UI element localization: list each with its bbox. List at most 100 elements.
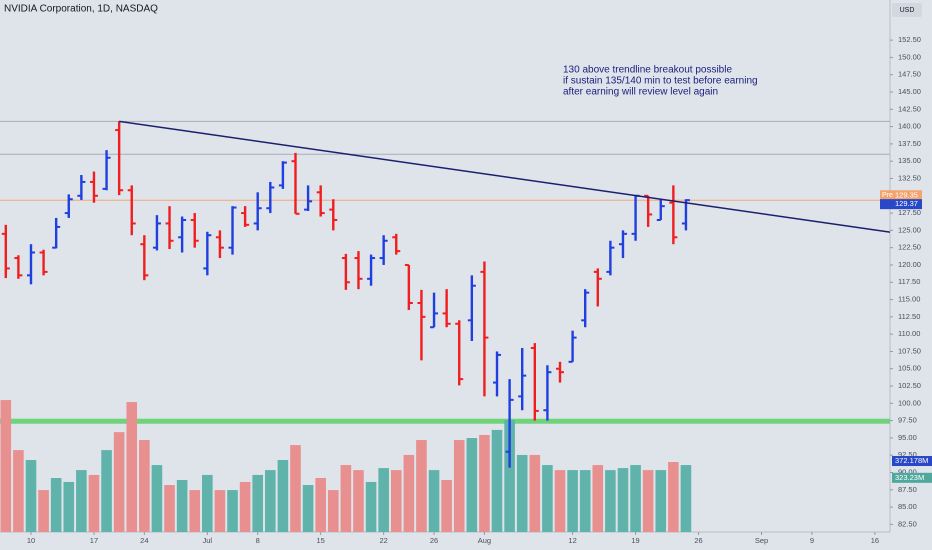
volume-bar — [327, 490, 339, 532]
volume-bar — [567, 470, 578, 532]
y-tick-label: 92.50 — [898, 450, 917, 459]
y-tick-label: 117.50 — [898, 277, 920, 286]
price-tag-box — [880, 190, 922, 201]
y-tick-label: 115.00 — [898, 295, 920, 304]
currency-box[interactable] — [892, 3, 922, 17]
volume-bar — [605, 470, 616, 532]
axes: 82.50 85.00 87.50 90.00 92.50 95.00 97.50 100.0… — [27, 35, 932, 545]
y-tick-label: 150.00 — [898, 52, 921, 61]
volume-bar — [38, 490, 49, 532]
y-tick-label: 135.00 — [898, 156, 921, 165]
y-tick-label: 85.00 — [898, 502, 917, 511]
x-tick-label: 10 — [27, 536, 35, 545]
y-tick-label: 142.50 — [898, 104, 921, 113]
y-tick-label: 100.00 — [898, 398, 921, 407]
y-tick-label: 82.50 — [898, 519, 917, 528]
y-tick-label: 112.50 — [898, 312, 920, 321]
volume-bar — [227, 490, 238, 532]
price-bars — [1, 120, 891, 468]
volume-bar — [542, 465, 553, 532]
x-tick-label: 9 — [810, 536, 814, 545]
volume-bar — [202, 474, 213, 532]
volume-bar — [139, 440, 150, 532]
annotation-line: if sustain 135/140 min to test before ea… — [563, 76, 758, 87]
volume-bar — [126, 402, 138, 532]
volume-bar — [453, 440, 465, 532]
volume-bar — [441, 479, 452, 532]
x-tick-label: Jul — [203, 536, 213, 545]
volume-bar — [340, 465, 352, 532]
volume-bar — [655, 470, 667, 532]
volume-tag-label: 372.178M — [895, 456, 928, 465]
price-tag-label: 129.37 — [895, 199, 918, 208]
y-tick-label: 145.00 — [898, 87, 921, 96]
y-tick-label: 120.00 — [898, 260, 921, 269]
y-tick-label: 137.50 — [898, 139, 921, 148]
y-tick-label: 105.00 — [898, 364, 921, 373]
volume-bar — [630, 465, 641, 532]
volume-bar — [504, 420, 515, 532]
volume-bar — [302, 485, 314, 532]
annotation-line: 130 above trendline breakout possible — [563, 65, 732, 76]
x-tick-label: 8 — [256, 536, 260, 545]
volume-bar — [151, 465, 163, 532]
x-tick-label: 22 — [379, 536, 387, 545]
x-tick-label: 24 — [140, 536, 148, 545]
volume-bar — [642, 470, 654, 532]
x-tick-label: 17 — [90, 536, 98, 545]
volume-bar — [315, 478, 326, 532]
x-tick-label: 26 — [694, 536, 702, 545]
volume-bar — [516, 454, 528, 532]
volume-bar — [189, 490, 201, 532]
volume-bar — [617, 468, 629, 532]
volume-bar — [13, 450, 24, 532]
y-tick-label: 95.00 — [898, 433, 917, 442]
volume-bar — [378, 468, 389, 532]
volume-bar — [466, 438, 478, 532]
levels — [0, 120, 890, 424]
currency[interactable]: USD — [900, 7, 915, 14]
volume-tag-label: 323.23M — [895, 473, 924, 482]
y-tick-label: 152.50 — [898, 35, 921, 44]
volume-bar — [101, 450, 112, 532]
y-tick-label: 122.50 — [898, 243, 921, 252]
volume-tag-box — [892, 472, 932, 483]
volume-bar — [353, 470, 364, 532]
volume-bar — [403, 454, 415, 532]
volume-bar — [252, 474, 263, 532]
volume-bar — [113, 432, 125, 532]
volume-bar — [25, 460, 37, 532]
x-tick-label: 12 — [568, 536, 576, 545]
volume-bar — [176, 479, 188, 532]
annotation-line: after earning will review level again — [563, 87, 718, 98]
volume-bar — [88, 474, 100, 532]
x-tick-label: 26 — [430, 536, 438, 545]
y-tick-label: 90.00 — [898, 467, 917, 476]
y-tick-label: 97.50 — [898, 416, 917, 425]
chart-title: NVIDIA Corporation, 1D, NASDAQ — [4, 4, 158, 15]
y-tick-label: 102.50 — [898, 381, 921, 390]
x-tick-label: 16 — [871, 536, 879, 545]
volume-bar — [76, 470, 87, 532]
volume-bar — [592, 465, 604, 532]
volume-bar — [428, 470, 440, 532]
price-tag-box — [880, 199, 922, 210]
volume-bar — [0, 400, 12, 532]
trendline — [119, 120, 891, 233]
volume-bar — [579, 470, 591, 532]
volume-bar — [416, 440, 427, 532]
y-tick-label: 107.50 — [898, 346, 921, 355]
volume-bar — [554, 470, 566, 532]
x-tick-label: Sep — [755, 536, 768, 545]
y-tick-label: 127.50 — [898, 208, 921, 217]
volume-bar — [277, 460, 289, 532]
volume-bar — [390, 470, 402, 532]
volume-bar — [214, 490, 226, 532]
y-tick-label: 147.50 — [898, 70, 921, 79]
y-tick-label: 132.50 — [898, 173, 921, 182]
volume-bar — [164, 485, 175, 532]
price-tag-label: 129.35 — [895, 190, 918, 199]
x-tick-label: Aug — [478, 536, 491, 545]
